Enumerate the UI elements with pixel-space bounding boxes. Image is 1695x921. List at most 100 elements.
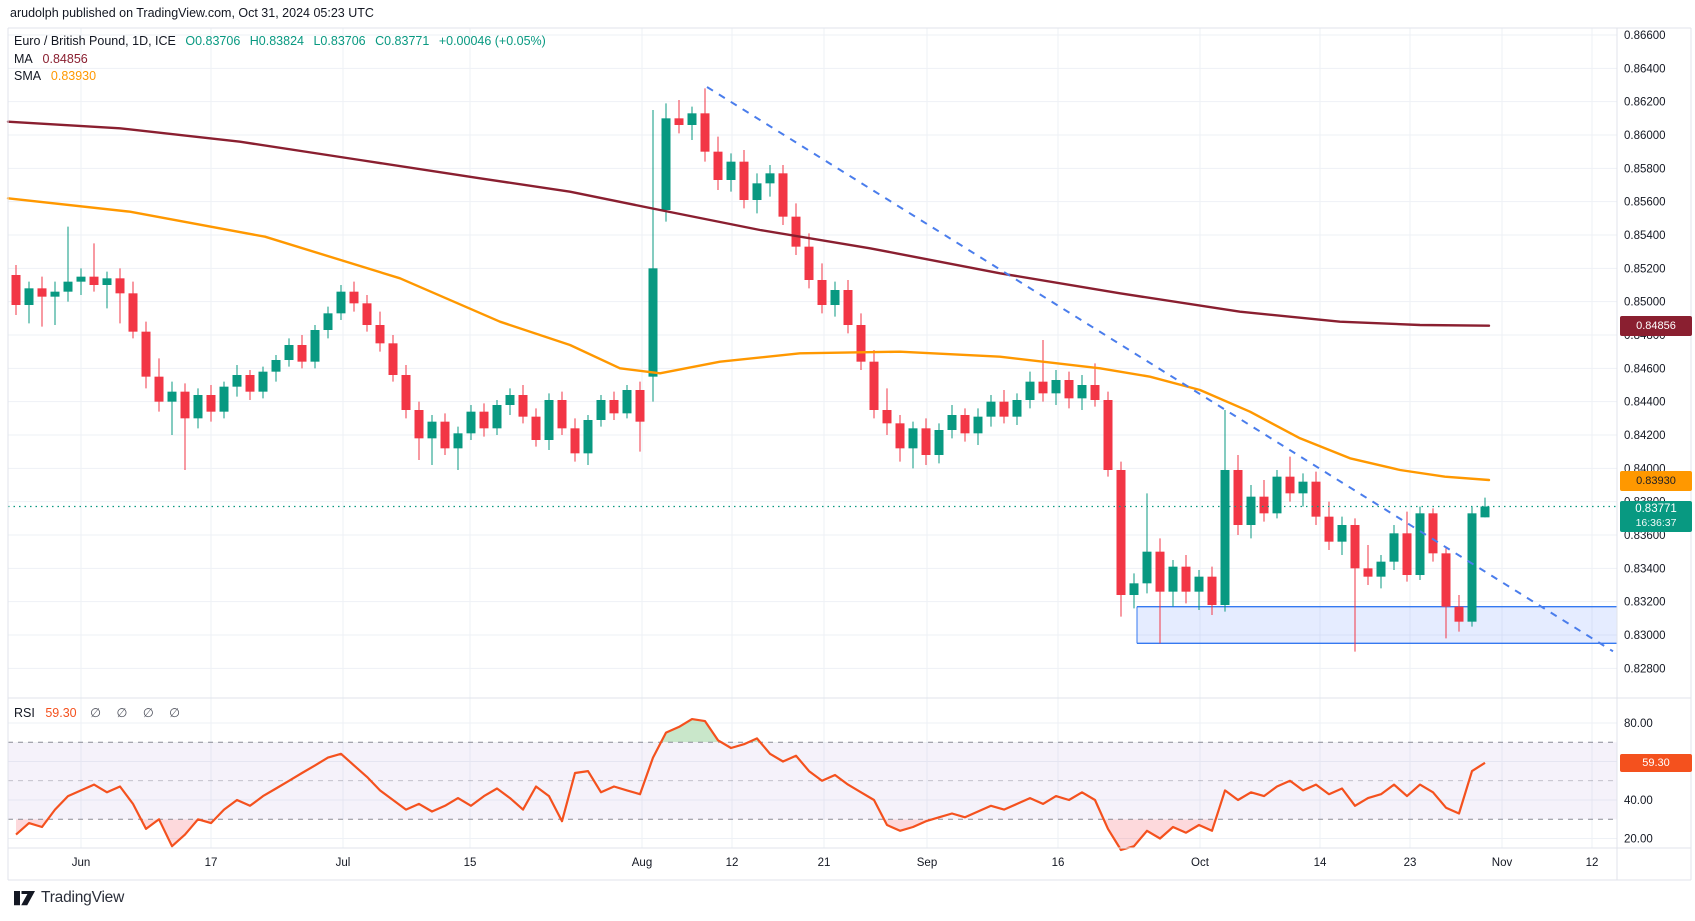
candle[interactable] xyxy=(440,413,450,455)
candle[interactable] xyxy=(1337,516,1347,555)
candle[interactable] xyxy=(791,203,801,255)
candle[interactable] xyxy=(1051,370,1061,405)
sma-legend-row[interactable]: SMA 0.83930 xyxy=(14,68,546,86)
candle[interactable] xyxy=(76,268,86,295)
candle[interactable] xyxy=(1077,375,1087,410)
candle[interactable] xyxy=(726,153,736,192)
candle[interactable] xyxy=(323,306,333,339)
time-tick-label[interactable]: 14 xyxy=(1314,857,1327,869)
candle[interactable] xyxy=(661,103,671,222)
candle[interactable] xyxy=(1376,555,1386,589)
candle[interactable] xyxy=(401,365,411,419)
time-tick-label[interactable]: 12 xyxy=(1586,857,1599,869)
candle[interactable] xyxy=(1272,470,1282,519)
candle[interactable] xyxy=(1168,560,1178,607)
candle[interactable] xyxy=(687,106,697,140)
candle[interactable] xyxy=(492,400,502,435)
ma-line[interactable] xyxy=(6,120,1491,327)
candle[interactable] xyxy=(466,405,476,440)
candle[interactable] xyxy=(375,311,385,352)
time-tick-label[interactable]: Sep xyxy=(917,857,937,869)
candle[interactable] xyxy=(960,408,970,442)
candle[interactable] xyxy=(739,150,749,209)
candle[interactable] xyxy=(843,280,853,334)
candle[interactable] xyxy=(1428,508,1438,562)
candle[interactable] xyxy=(882,388,892,435)
candle[interactable] xyxy=(414,401,424,460)
candle[interactable] xyxy=(37,276,47,327)
candle[interactable] xyxy=(11,265,21,315)
candle[interactable] xyxy=(817,263,827,314)
candle[interactable] xyxy=(947,405,957,439)
candle[interactable] xyxy=(1441,546,1451,639)
candle[interactable] xyxy=(1025,371,1035,409)
candle[interactable] xyxy=(427,415,437,465)
candle[interactable] xyxy=(271,355,281,382)
time-tick-label[interactable]: 16 xyxy=(1052,857,1065,869)
candle[interactable] xyxy=(336,285,346,320)
candle[interactable] xyxy=(180,383,190,470)
sma-line[interactable] xyxy=(6,197,1491,482)
candle[interactable] xyxy=(388,335,398,382)
candle[interactable] xyxy=(258,366,268,399)
candle[interactable] xyxy=(804,233,814,289)
time-tick-label[interactable]: Aug xyxy=(632,857,652,869)
candle[interactable] xyxy=(1363,545,1373,585)
candle[interactable] xyxy=(128,281,138,339)
candle[interactable] xyxy=(986,395,996,427)
candle[interactable] xyxy=(1246,485,1256,539)
candle[interactable] xyxy=(1155,538,1165,644)
candle[interactable] xyxy=(284,338,294,367)
candle[interactable] xyxy=(895,415,905,462)
candle[interactable] xyxy=(921,418,931,465)
candle[interactable] xyxy=(856,313,866,370)
candle[interactable] xyxy=(1389,525,1399,570)
candle[interactable] xyxy=(505,388,515,415)
candle[interactable] xyxy=(596,395,606,427)
candle[interactable] xyxy=(544,393,554,450)
candle[interactable] xyxy=(310,325,320,369)
candle[interactable] xyxy=(1350,518,1360,652)
time-tick-label[interactable]: 23 xyxy=(1404,857,1417,869)
candle[interactable] xyxy=(1129,573,1139,609)
time-tick-label[interactable]: 17 xyxy=(205,857,218,869)
candle[interactable] xyxy=(1090,363,1100,407)
candle[interactable] xyxy=(479,403,489,437)
candle[interactable] xyxy=(934,423,944,464)
candle[interactable] xyxy=(557,391,567,435)
candle[interactable] xyxy=(1311,471,1321,525)
candle[interactable] xyxy=(297,335,307,369)
candle[interactable] xyxy=(1454,595,1464,632)
candle[interactable] xyxy=(1480,497,1490,518)
time-tick-label[interactable]: 12 xyxy=(726,857,739,869)
candle[interactable] xyxy=(349,281,359,312)
candle[interactable] xyxy=(1142,493,1152,594)
candle[interactable] xyxy=(622,385,632,419)
time-tick-label[interactable]: Jun xyxy=(72,857,91,869)
candle[interactable] xyxy=(518,385,528,424)
candle[interactable] xyxy=(89,243,99,292)
candle[interactable] xyxy=(609,391,619,420)
candle[interactable] xyxy=(1116,461,1126,617)
candle[interactable] xyxy=(219,381,229,419)
candle[interactable] xyxy=(206,385,216,422)
candle[interactable] xyxy=(50,281,60,325)
candle[interactable] xyxy=(453,426,463,470)
candle[interactable] xyxy=(700,88,710,162)
time-tick-label[interactable]: Oct xyxy=(1191,857,1210,869)
trendline[interactable] xyxy=(706,86,1614,653)
time-tick-label[interactable]: 15 xyxy=(464,857,477,869)
support-zone[interactable] xyxy=(1137,606,1617,644)
candle[interactable] xyxy=(752,173,762,214)
candle[interactable] xyxy=(648,110,658,402)
time-tick-label[interactable]: 21 xyxy=(818,857,831,869)
candle[interactable] xyxy=(1194,570,1204,610)
time-tick-label[interactable]: Jul xyxy=(336,857,351,869)
candle[interactable] xyxy=(973,408,983,445)
candle[interactable] xyxy=(778,165,788,225)
candle[interactable] xyxy=(1038,340,1048,402)
candle[interactable] xyxy=(63,226,73,302)
candle[interactable] xyxy=(869,350,879,419)
candle[interactable] xyxy=(1207,566,1217,615)
candle[interactable] xyxy=(583,415,593,465)
